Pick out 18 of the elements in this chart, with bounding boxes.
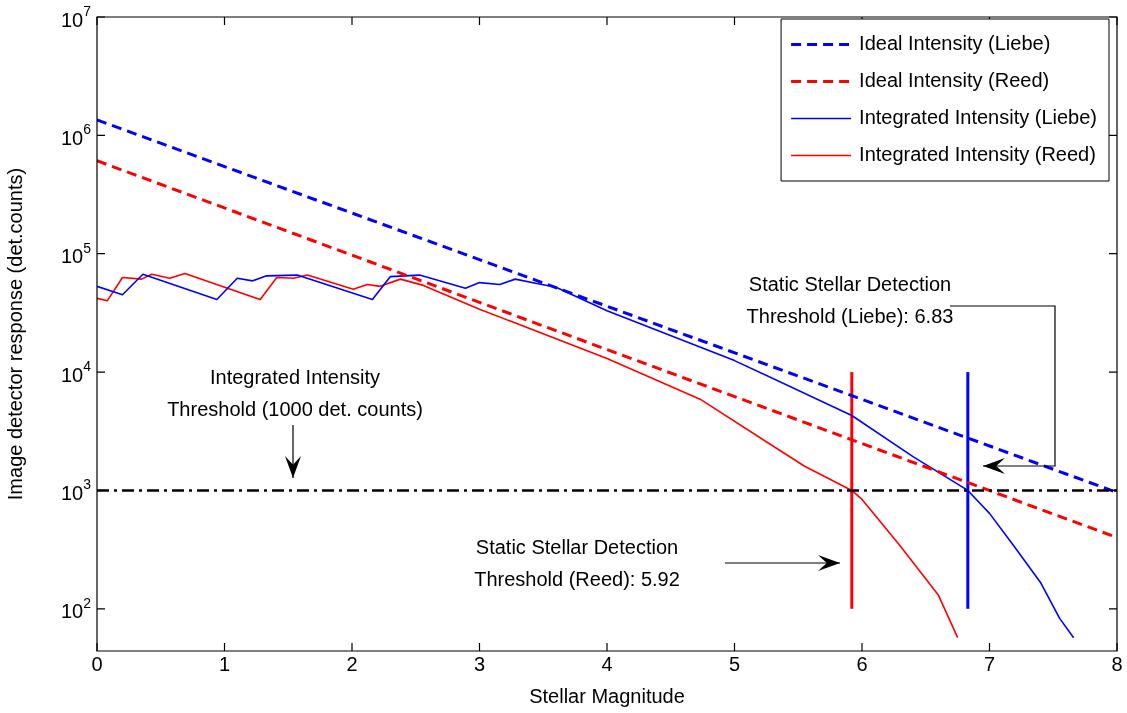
x-tick-label: 1 <box>218 652 231 675</box>
legend-label: Integrated Intensity (Liebe) <box>859 106 1097 129</box>
x-tick-label: 5 <box>728 652 741 675</box>
x-tick-label: 4 <box>601 652 613 675</box>
annotation: Static Stellar Detection Threshold (Reed): 5.92 <box>474 535 680 590</box>
x-tick-label: 2 <box>346 652 358 675</box>
annotation: Static Stellar Detection Threshold (Liebe): 6.83 <box>746 272 954 327</box>
x-tick-label: 7 <box>983 652 996 675</box>
x-tick-label: 6 <box>856 652 868 675</box>
x-axis-title: Stellar Magnitude <box>529 684 685 707</box>
x-tick-label: 3 <box>473 652 486 675</box>
legend-label: Integrated Intensity (Reed) <box>859 143 1096 166</box>
x-tick-label: 8 <box>1111 652 1123 675</box>
legend-label: Ideal Intensity (Liebe) <box>859 32 1051 55</box>
x-tick-label: 0 <box>91 652 103 675</box>
legend-label: Ideal Intensity (Reed) <box>859 69 1050 92</box>
y-axis-title: Image detector response (det.counts) <box>3 167 26 501</box>
annotation: Integrated Intensity Threshold (1000 det. counts) <box>167 365 423 420</box>
